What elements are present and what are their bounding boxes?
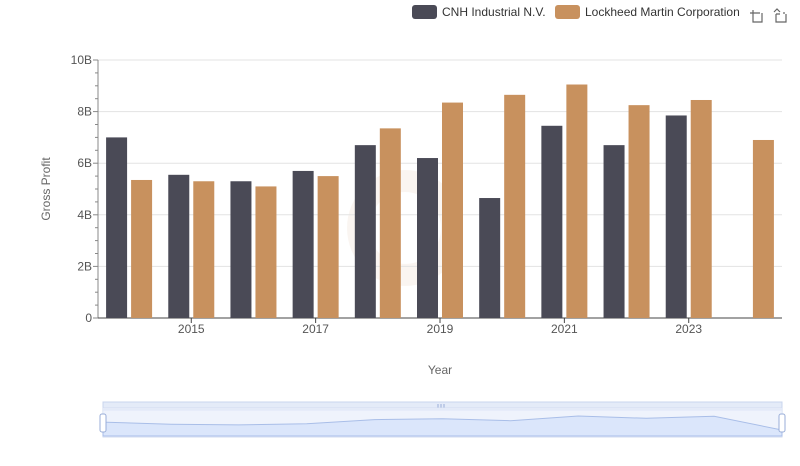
data-zoom-handle-right[interactable]: [778, 413, 786, 433]
x-tick-label: 2023: [675, 322, 702, 336]
bar-cnh-2022[interactable]: [603, 145, 625, 318]
bar-lockheed-2018[interactable]: [379, 128, 401, 318]
x-axis-title: Year: [428, 363, 452, 377]
bar-cnh-2015[interactable]: [168, 174, 190, 318]
bar-lockheed-2023[interactable]: [690, 99, 712, 319]
x-tick-label: 2019: [427, 322, 454, 336]
x-axis: 2015 2017 2019 2021 2023: [98, 317, 782, 336]
bar-lockheed-2019[interactable]: [442, 102, 463, 318]
y-tick-label: 8B: [77, 105, 92, 119]
bar-cnh-2016[interactable]: [230, 181, 252, 318]
bar-lockheed-2021[interactable]: [566, 84, 588, 318]
legend-label[interactable]: Lockheed Martin Corporation: [585, 5, 740, 19]
legend: CNH Industrial N.V. Lockheed Martin Corpo…: [412, 5, 740, 19]
data-zoom-slider[interactable]: [99, 401, 786, 438]
data-zoom-preview-area: [102, 415, 783, 437]
x-tick-label: 2015: [178, 322, 205, 336]
y-tick-label: 0: [85, 311, 92, 325]
bar-cnh-2017[interactable]: [292, 170, 314, 318]
bar-cnh-2021[interactable]: [541, 125, 563, 318]
x-tick-label: 2021: [551, 322, 578, 336]
legend-swatch[interactable]: [412, 5, 437, 19]
drag-grip-icon: [437, 404, 445, 408]
bar-cnh-2014[interactable]: [106, 137, 128, 318]
bar-lockheed-2014[interactable]: [131, 179, 153, 318]
legend-swatch[interactable]: [555, 5, 580, 19]
restore-icon[interactable]: [772, 8, 788, 24]
bar-lockheed-2024[interactable]: [752, 139, 774, 318]
y-tick-label: 10B: [71, 53, 92, 67]
bar-cnh-2020[interactable]: [479, 198, 501, 318]
legend-label[interactable]: CNH Industrial N.V.: [442, 5, 546, 19]
bar-lockheed-2015[interactable]: [193, 181, 215, 318]
bar-lockheed-2017[interactable]: [317, 176, 339, 318]
bar-lockheed-2022[interactable]: [628, 105, 650, 319]
y-tick-label: 4B: [77, 208, 92, 222]
y-tick-label: 2B: [77, 259, 92, 273]
bars: [106, 84, 774, 319]
y-axis-title: Gross Profit: [39, 157, 53, 221]
y-axis: 0 2B 4B 6B 8B 10B: [71, 53, 99, 325]
zoom-icon[interactable]: [748, 8, 764, 24]
bar-cnh-2018[interactable]: [354, 145, 376, 318]
bar-cnh-2019[interactable]: [417, 158, 438, 318]
y-tick-label: 6B: [77, 156, 92, 170]
x-tick-label: 2017: [302, 322, 329, 336]
data-zoom-handle-left[interactable]: [99, 413, 107, 433]
bar-cnh-2023[interactable]: [665, 115, 687, 318]
bar-lockheed-2020[interactable]: [504, 94, 526, 318]
bar-lockheed-2016[interactable]: [255, 186, 277, 318]
